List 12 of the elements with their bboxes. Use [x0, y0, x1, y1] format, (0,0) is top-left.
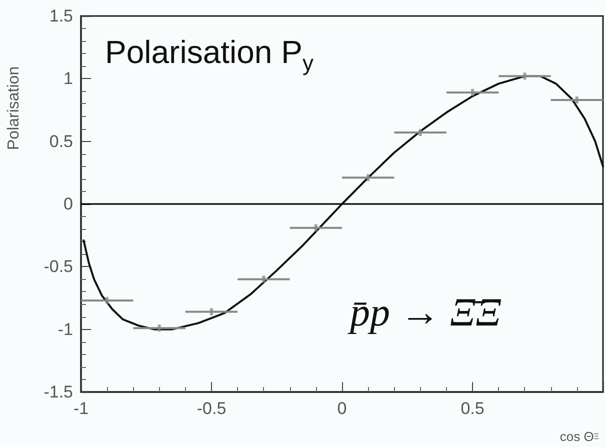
annotation: p̄p → Ξ̄Ξ: [347, 290, 502, 334]
x-tick-label: 0: [337, 399, 347, 418]
y-tick-label: -1.5: [44, 382, 73, 402]
y-axis-title: Polarisation: [6, 66, 22, 150]
y-tick-label: -0.5: [44, 257, 73, 276]
x-tick-label: 0.5: [460, 399, 484, 418]
y-tick-label: 1: [64, 69, 73, 88]
y-tick-label: 1.5: [49, 6, 73, 26]
y-tick-label: -1: [58, 320, 73, 339]
x-tick-label: -0.5: [196, 399, 226, 418]
y-tick-label: 0: [64, 194, 73, 214]
y-tick-label: 0.5: [49, 132, 73, 151]
